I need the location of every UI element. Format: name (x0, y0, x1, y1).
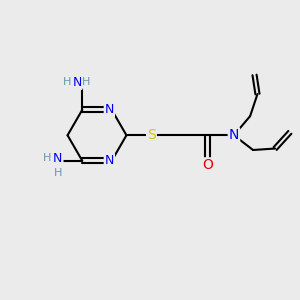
Text: O: O (202, 158, 213, 172)
Text: H: H (63, 77, 72, 87)
Text: N: N (105, 154, 114, 167)
Text: N: N (105, 103, 114, 116)
Text: N: N (72, 76, 82, 89)
Text: N: N (53, 152, 62, 165)
Text: N: N (229, 128, 239, 142)
Text: H: H (54, 168, 62, 178)
Text: H: H (43, 153, 51, 164)
Text: S: S (147, 128, 156, 142)
Text: H: H (82, 77, 91, 87)
